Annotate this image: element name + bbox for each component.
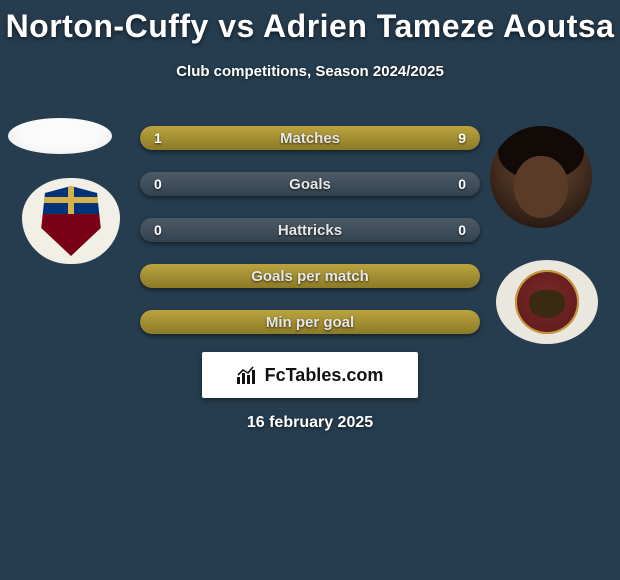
stat-bar: 00Goals [140, 172, 480, 196]
subtitle: Club competitions, Season 2024/2025 [0, 63, 620, 80]
player-right-crest [496, 260, 598, 344]
player-left-crest [22, 178, 120, 264]
stat-label: Min per goal [140, 310, 480, 334]
page-title: Norton-Cuffy vs Adrien Tameze Aoutsa [0, 0, 620, 45]
stat-bars-container: 19Matches 00Goals 00Hattricks Goals per mat… [140, 126, 480, 334]
branding-badge: FcTables.com [202, 352, 418, 398]
chart-icon [237, 366, 259, 384]
stat-label: Goals per match [140, 264, 480, 288]
player-right-avatar [490, 126, 592, 228]
stat-label: Hattricks [140, 218, 480, 242]
stat-label: Goals [140, 172, 480, 196]
date-label: 16 february 2025 [0, 414, 620, 432]
stat-bar: Min per goal [140, 310, 480, 334]
stat-label: Matches [140, 126, 480, 150]
stat-bar: 00Hattricks [140, 218, 480, 242]
stat-bar: 19Matches [140, 126, 480, 150]
branding-text: FcTables.com [265, 365, 384, 386]
player-left-avatar [8, 118, 112, 154]
stat-bar: Goals per match [140, 264, 480, 288]
